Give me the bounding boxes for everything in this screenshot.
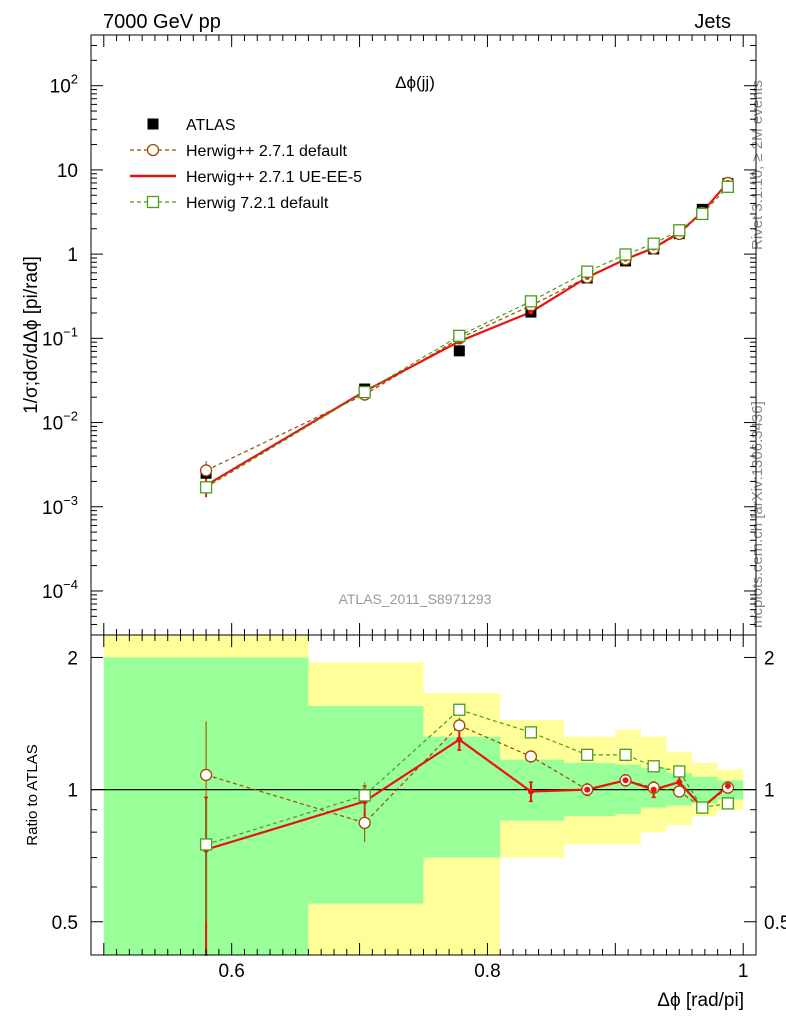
x-tick-label: 0.6: [218, 961, 244, 982]
main-y-tick-label: 10−1: [42, 324, 78, 350]
legend-marker-data: [147, 118, 159, 130]
legend-marker-square: [146, 195, 160, 209]
ratio-band-layer: [103, 635, 744, 955]
main-marker-square: [524, 295, 538, 308]
main-marker-square: [619, 248, 632, 261]
ratio-marker-circle: [453, 719, 466, 732]
main-y-tick-label: 10−3: [42, 493, 78, 519]
ratio-plot-frame: [90, 634, 757, 956]
ratio-marker-circle: [358, 816, 371, 829]
main-marker-square: [581, 265, 594, 278]
ratio-y-tick-label: 0.5: [52, 913, 78, 934]
ratio-y-tick-label-right: 1: [764, 781, 775, 802]
main-y-tick-label: 10−4: [42, 577, 78, 603]
legend-label: Herwig++ 2.7.1 default: [186, 143, 348, 160]
ratio-y-tick-label-right: 2: [764, 648, 775, 669]
ratio-series-line: [205, 738, 729, 851]
main-plot-title: Δϕ(jj): [395, 73, 435, 92]
x-tick-label: 1: [738, 961, 749, 982]
ratio-series-line: [205, 709, 728, 846]
ratio-marker-square: [647, 760, 660, 773]
ratio-marker-dot: [584, 786, 591, 793]
ratio-y-tick-label-right: 0.5: [764, 913, 786, 934]
main-marker-dot: [528, 309, 534, 315]
main-marker-square: [673, 224, 686, 237]
ratio-band-green: [308, 706, 424, 904]
x-axis-label: Δϕ [rad/pi]: [657, 990, 744, 1011]
ratio-marker-square: [721, 797, 735, 810]
ratio-y-axis-label: Ratio to ATLAS: [24, 744, 41, 845]
ratio-y-tick-label: 2: [67, 648, 78, 669]
ratio-marker-dot: [527, 788, 534, 795]
ratio-band-green: [423, 736, 501, 858]
main-series-layer: [199, 176, 735, 498]
header-energy-label: 7000 GeV pp: [103, 11, 221, 33]
ratio-marker-square: [199, 838, 213, 851]
x-tick-label: 0.8: [474, 961, 500, 982]
ratio-marker-circle: [673, 785, 686, 798]
header-process-label: Jets: [694, 11, 731, 33]
ratio-marker-dot: [622, 777, 629, 784]
main-y-tick-label: 1: [67, 245, 78, 266]
main-y-ticks: 10−4 10−3 10−2 10−1 1 10 102: [42, 34, 756, 636]
ratio-marker-dot: [650, 786, 657, 793]
main-marker-square: [647, 237, 660, 250]
ratio-marker-circle: [524, 750, 538, 763]
legend-label: Herwig++ 2.7.1 UE-EE-5: [186, 169, 362, 186]
main-y-tick-label: 10−2: [42, 409, 78, 435]
main-y-axis-label: 1/σ;dσ/dΔϕ [pi/rad]: [21, 256, 42, 414]
main-series-line: [205, 186, 729, 488]
ratio-marker-square: [619, 748, 632, 761]
legend: ATLAS Herwig++ 2.7.1 default Herwig++ 2.7.…: [130, 117, 362, 212]
ratio-marker-dot: [676, 779, 683, 786]
main-marker-circle: [199, 464, 213, 477]
ratio-marker-square: [358, 789, 371, 802]
ratio-marker-square: [696, 801, 709, 814]
ratio-marker-square: [453, 703, 466, 716]
legend-label: ATLAS: [186, 117, 236, 134]
ratio-marker-dot: [456, 736, 463, 743]
ratio-marker-square: [581, 748, 594, 761]
mcplots-source-label: mcplots.cern.ch [arXiv:1306.3436]: [749, 401, 766, 628]
rivet-version-label: Rivet 3.1.10, ≥ 2M events: [749, 80, 766, 250]
legend-marker-circle: [146, 143, 160, 157]
main-marker-square: [453, 329, 466, 343]
ratio-ticks: 0.5 0.5 1 1 2 2 0.6 0.8 1: [52, 635, 786, 982]
main-marker-square: [721, 180, 735, 193]
main-marker-square: [696, 207, 709, 221]
main-marker-square: [199, 481, 213, 494]
main-y-tick-label: 102: [50, 72, 78, 98]
main-data-point: [453, 345, 465, 357]
main-y-tick-label: 10: [57, 161, 78, 182]
analysis-watermark: ATLAS_2011_S8971293: [339, 591, 492, 607]
ratio-marker-dot: [724, 782, 731, 789]
ratio-marker-square: [524, 726, 538, 739]
main-marker-square: [358, 385, 371, 399]
ratio-marker-circle: [199, 768, 213, 782]
ratio-marker-square: [673, 765, 686, 778]
ratio-y-tick-label: 1: [67, 781, 78, 802]
legend-label: Herwig 7.2.1 default: [186, 195, 329, 212]
